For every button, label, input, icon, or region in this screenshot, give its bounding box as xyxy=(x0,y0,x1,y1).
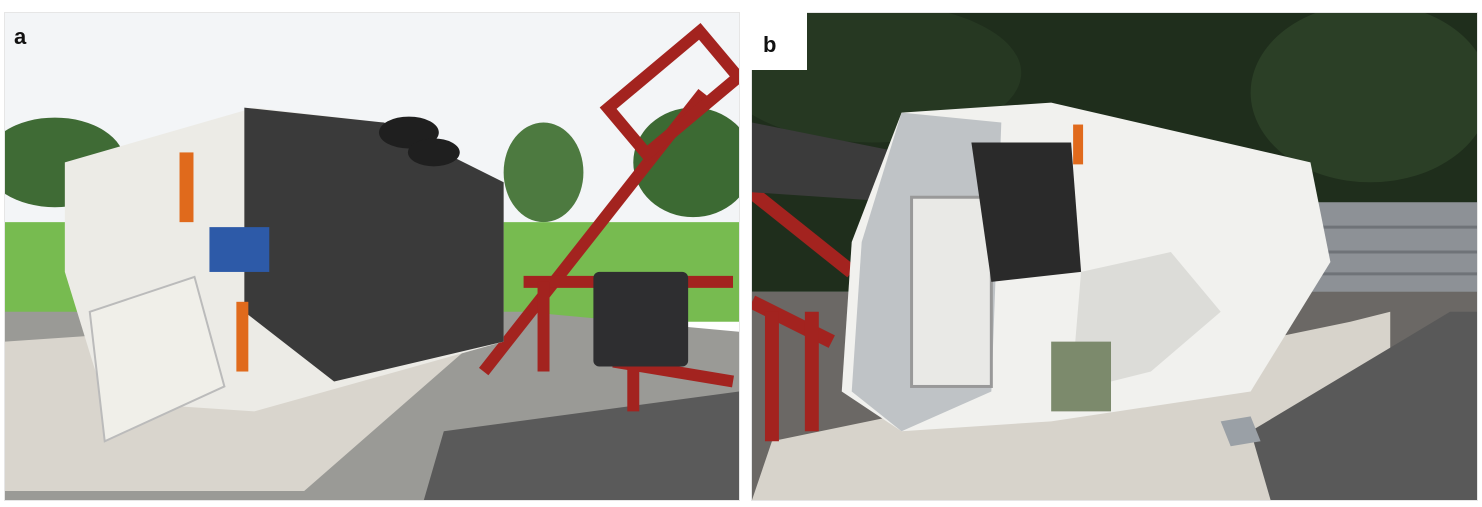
tilt-rig xyxy=(752,186,857,442)
panel-b-photo xyxy=(751,12,1478,501)
tilt-rig xyxy=(478,22,739,412)
overturned-bus xyxy=(64,107,504,443)
overturned-truck xyxy=(841,102,1331,432)
bus-rollover-scene xyxy=(5,13,739,500)
truck-rollover-scene xyxy=(752,13,1477,500)
panel-a-label: a xyxy=(14,24,27,49)
label-b-background xyxy=(751,12,807,70)
panel-a-photo xyxy=(4,12,740,501)
panel-b-label: b xyxy=(763,32,777,57)
